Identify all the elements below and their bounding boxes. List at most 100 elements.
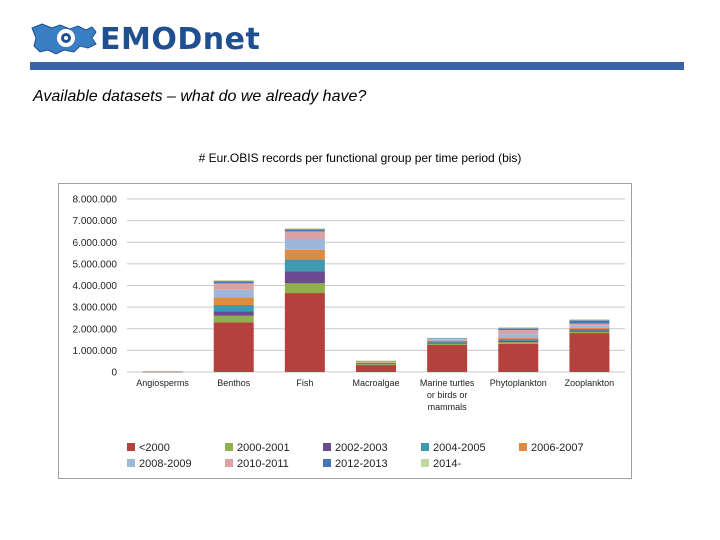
bar-segment: [427, 337, 468, 339]
bar-segment: [569, 327, 610, 329]
y-tick-label: 7.000.000: [73, 216, 118, 227]
bar-segment: [284, 231, 325, 240]
bar-segment: [427, 340, 468, 342]
legend-label: 2008-2009: [139, 458, 192, 470]
bar-segment: [498, 337, 539, 339]
bar-segment: [427, 343, 468, 345]
legend-swatch: [225, 443, 233, 451]
legend-swatch: [421, 443, 429, 451]
stacked-bar-chart: 0 1.000.000 2.000.000 3.000.000 4.000.000 5.0…: [73, 195, 625, 470]
y-tick-label: 3.000.000: [73, 303, 118, 314]
x-category-label: Phytoplankton: [490, 378, 547, 388]
header-divider-bar: [30, 62, 684, 70]
legend-label: 2006-2007: [531, 442, 584, 454]
bar-segment: [498, 343, 539, 372]
bar-segment: [213, 281, 254, 284]
bar-segment: [498, 328, 539, 331]
bar-segment: [356, 364, 396, 366]
bar-segment: [498, 338, 539, 341]
x-category-label: Macroalgae: [352, 378, 399, 388]
legend-label: 2000-2001: [237, 442, 290, 454]
legend-swatch: [421, 459, 429, 467]
legend-swatch: [127, 459, 135, 467]
x-category-label: Angiosperms: [136, 378, 189, 388]
bar-segment: [569, 319, 610, 321]
legend-label: <2000: [139, 442, 170, 454]
y-tick-label: 8.000.000: [73, 195, 118, 206]
bar-segment: [356, 365, 396, 372]
bar-segment: [213, 315, 254, 323]
bar-segment: [213, 304, 254, 312]
x-category-label-line: mammals: [428, 402, 468, 412]
y-tick-label: 4.000.000: [73, 281, 118, 292]
logo-emblem-icon: [31, 23, 97, 55]
bar-segment: [427, 344, 468, 372]
page-heading: Available datasets – what do we already …: [33, 88, 367, 105]
chart-frame: 0 1.000.000 2.000.000 3.000.000 4.000.000 5.0…: [58, 183, 632, 479]
x-category-label: Marine turtles or birds or mammals: [420, 378, 475, 412]
bar-segment: [284, 259, 325, 272]
x-category-label-line: or birds or: [427, 390, 468, 400]
bar-segment: [427, 338, 468, 339]
bar-segment: [427, 341, 468, 343]
bar-segment: [356, 361, 396, 363]
bar-segment: [569, 333, 610, 372]
legend-label: 2002-2003: [335, 442, 388, 454]
bar-segment: [284, 283, 325, 294]
bar-segment: [498, 342, 539, 344]
bar-segment: [427, 342, 468, 344]
y-tick-label: 2.000.000: [73, 324, 118, 335]
y-tick-label: 1.000.000: [73, 346, 118, 357]
bar-segment: [356, 362, 396, 364]
x-category-label-line: Zooplankton: [565, 378, 615, 388]
bar-segment: [356, 363, 396, 365]
x-category-label-line: Marine turtles: [420, 378, 475, 388]
x-category-label: Fish: [296, 378, 313, 388]
legend-swatch: [127, 443, 135, 451]
x-category-label-line: Macroalgae: [352, 378, 399, 388]
y-tick-label: 6.000.000: [73, 238, 118, 249]
bar-segment: [213, 280, 254, 282]
bar-segment: [284, 228, 325, 230]
legend-swatch: [519, 443, 527, 451]
bar-segment: [284, 271, 325, 284]
bar-segment: [356, 362, 396, 363]
legend-label: 2014-: [433, 458, 461, 470]
bar-segment: [498, 330, 539, 335]
legend-swatch: [225, 459, 233, 467]
bar-segment: [569, 328, 610, 331]
bar-segment: [142, 370, 183, 372]
y-tick-label: 5.000.000: [73, 259, 118, 270]
bar-segment: [213, 289, 254, 298]
x-category-label-line: Angiosperms: [136, 378, 189, 388]
x-category-label-line: Fish: [296, 378, 313, 388]
bar-segment: [213, 311, 254, 316]
legend-label: 2010-2011: [237, 458, 289, 470]
bar-segment: [569, 323, 610, 326]
bar-segment: [498, 334, 539, 338]
logo-text: EMODnet: [100, 22, 261, 57]
x-category-label-line: Benthos: [217, 378, 251, 388]
y-tick-label: 0: [111, 368, 117, 379]
bar-segment: [284, 249, 325, 260]
bar-segment: [569, 331, 610, 334]
bar-segment: [284, 239, 325, 250]
bar-segment: [213, 322, 254, 372]
bar-segment: [569, 330, 610, 332]
bar-segment: [284, 229, 325, 232]
bar-segment: [569, 320, 610, 324]
x-category-label: Zooplankton: [565, 378, 615, 388]
x-category-label: Benthos: [217, 378, 251, 388]
legend-swatch: [323, 459, 331, 467]
bar-segment: [498, 340, 539, 343]
bar-segment: [498, 327, 539, 329]
bar-segment: [427, 338, 468, 340]
bar-segment: [213, 283, 254, 290]
legend-swatch: [323, 443, 331, 451]
bar-segment: [284, 293, 325, 372]
bar-segment: [213, 297, 254, 305]
bar-segment: [569, 325, 610, 328]
emodnet-logo: [30, 20, 260, 60]
legend-label: 2004-2005: [433, 442, 486, 454]
bar-segment: [427, 339, 468, 341]
